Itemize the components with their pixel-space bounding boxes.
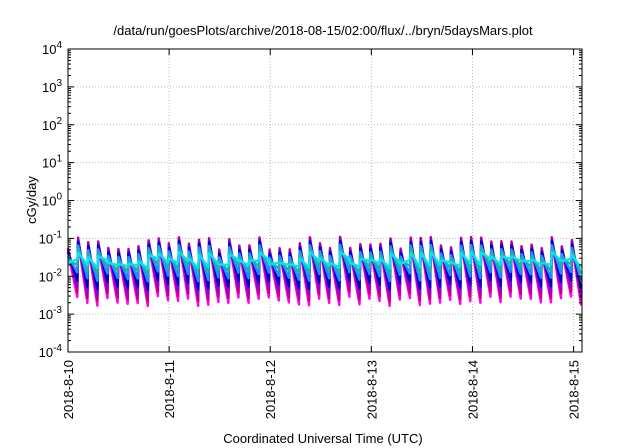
grid-lines xyxy=(68,49,582,352)
y-tick-label: 100 xyxy=(42,192,62,209)
y-tick-label: 10-4 xyxy=(39,343,63,360)
x-tick-label: 2018-8-15 xyxy=(567,360,582,419)
x-axis-label: Coordinated Universal Time (UTC) xyxy=(223,431,422,446)
y-tick-label: 104 xyxy=(42,40,62,57)
y-tick-label: 10-2 xyxy=(39,267,63,284)
y-tick-label: 101 xyxy=(42,154,62,171)
chart-title: /data/run/goesPlots/archive/2018-08-15/0… xyxy=(113,23,533,38)
x-tick-label: 2018-8-14 xyxy=(465,360,480,419)
y-axis-label: cGy/day xyxy=(24,176,39,224)
x-axis: 2018-8-10 2018-8-11 2018-8-12 2018-8-13 2018… xyxy=(61,49,582,419)
y-tick-label: 10-1 xyxy=(39,229,63,246)
series-line xyxy=(67,250,583,270)
x-tick-label: 2018-8-11 xyxy=(162,360,177,418)
y-tick-label: 103 xyxy=(42,78,62,95)
x-tick-label: 2018-8-13 xyxy=(364,360,379,419)
y-tick-label: 102 xyxy=(42,116,62,133)
series-group xyxy=(66,235,583,308)
x-tick-label: 2018-8-10 xyxy=(61,360,76,419)
plot-frame xyxy=(67,48,583,353)
y-tick-label: 10-3 xyxy=(39,305,63,322)
y-axis: 10-4 10-3 10-2 10-1 100 101 102 103 104 xyxy=(39,40,582,360)
x-tick-label: 2018-8-12 xyxy=(263,360,278,419)
